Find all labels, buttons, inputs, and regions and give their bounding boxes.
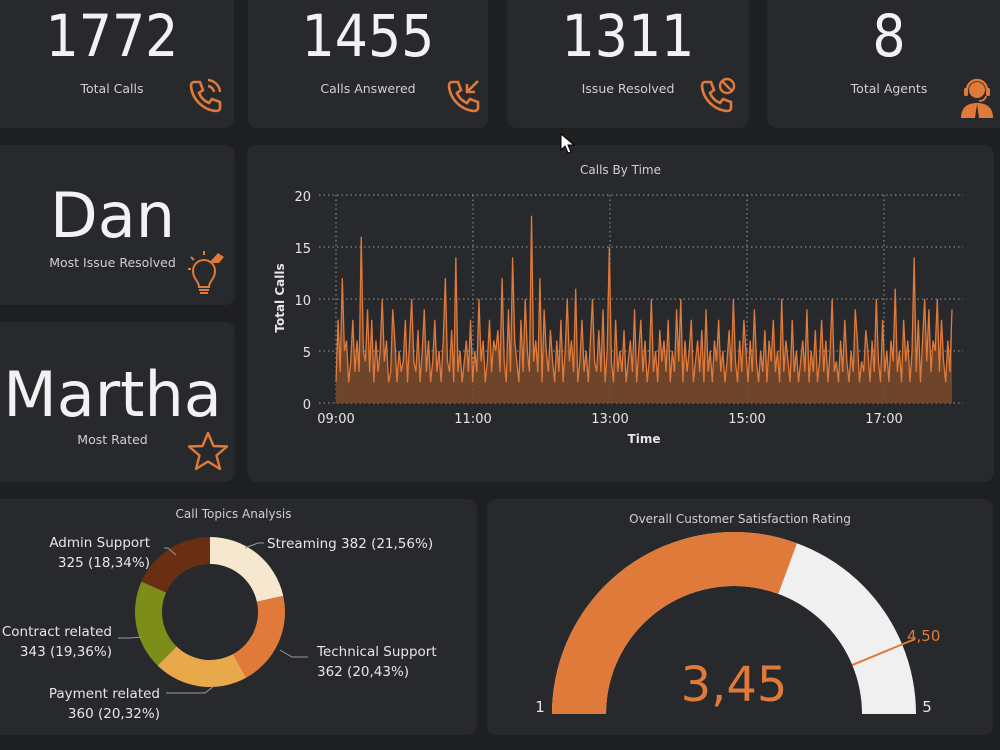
chart-title: Overall Customer Satisfaction Rating	[629, 512, 851, 526]
kpi-label: Total Agents	[850, 81, 928, 96]
donut-label-technical-support: Technical Support	[316, 644, 437, 660]
kpi-value: 1311	[561, 2, 695, 70]
top-resolver-name: Dan	[49, 179, 176, 252]
kpi-card-calls-answered[interactable]: 1455 Calls Answered	[248, 0, 488, 128]
x-axis-label: Time	[628, 432, 661, 446]
top-rated-name: Martha	[3, 358, 222, 431]
donut-slice-payment-related[interactable]	[157, 646, 247, 687]
top-rated-label: Most Rated	[77, 432, 148, 447]
gauge-value-arc	[552, 532, 797, 714]
donut-value-admin-support: 325 (18,34%)	[58, 555, 150, 571]
gauge-min-label: 1	[535, 698, 545, 716]
kpi-card-issue-resolved[interactable]: 1311 Issue Resolved	[507, 0, 749, 128]
gauge-value: 3,45	[681, 657, 788, 713]
donut-value-contract-related: 343 (19,36%)	[20, 644, 112, 660]
star-icon	[187, 431, 229, 471]
donut-value-payment-related: 360 (20,32%)	[68, 706, 160, 722]
donut-slice-admin-support[interactable]	[141, 537, 210, 593]
phone-blocked-icon	[700, 77, 736, 113]
top-resolver-label: Most Issue Resolved	[49, 255, 176, 270]
agent-headset-icon	[961, 78, 993, 118]
y-axis-label: Total Calls	[273, 263, 287, 332]
kpi-label: Calls Answered	[320, 81, 416, 96]
gauge-max-label: 5	[922, 698, 932, 716]
chart-title: Call Topics Analysis	[175, 507, 292, 521]
kpi-value: 1772	[45, 2, 179, 70]
kpi-label: Issue Resolved	[581, 81, 675, 96]
kpi-card-total-calls[interactable]: 1772 Total Calls	[0, 0, 234, 128]
x-tick-label: 09:00	[317, 412, 354, 427]
y-tick-label: 15	[294, 242, 311, 257]
gauge-target-marker	[851, 638, 916, 666]
call-topics-card[interactable]: Call Topics Analysis Streaming 382 (21,5…	[0, 499, 477, 735]
satisfaction-gauge-card[interactable]: Overall Customer Satisfaction Rating 3,4…	[487, 499, 993, 735]
x-tick-label: 15:00	[728, 412, 765, 427]
donut-slice-technical-support[interactable]	[233, 595, 285, 678]
calls-by-time-card[interactable]: Calls By Time 0 5 10 15 20 09:00 11:00 1…	[247, 145, 994, 482]
calls-line	[335, 215, 953, 383]
y-tick-label: 0	[303, 398, 311, 413]
donut-label-streaming: Streaming 382 (21,56%)	[267, 536, 433, 552]
donut-value-technical-support: 362 (20,43%)	[317, 664, 409, 680]
lightbulb-icon	[188, 251, 224, 294]
top-rated-card[interactable]: Martha Most Rated	[0, 322, 235, 482]
calls-area	[336, 215, 952, 403]
mouse-cursor-icon	[560, 133, 576, 154]
y-tick-label: 5	[303, 346, 311, 361]
donut-slice-streaming[interactable]	[210, 537, 284, 602]
calls-by-time-chart: 0 5 10 15 20 09:00 11:00 13:00 15:00 17:…	[273, 190, 963, 446]
top-resolver-card[interactable]: Dan Most Issue Resolved	[0, 145, 235, 305]
x-tick-label: 11:00	[454, 412, 491, 427]
y-tick-label: 20	[294, 190, 311, 205]
donut-label-contract-related: Contract related	[2, 624, 112, 640]
phone-incoming-icon	[447, 80, 480, 113]
kpi-label: Total Calls	[80, 81, 144, 96]
kpi-value: 8	[872, 2, 906, 70]
phone-ringing-icon	[189, 78, 222, 113]
kpi-card-total-agents[interactable]: 8 Total Agents	[767, 0, 1000, 128]
x-tick-label: 17:00	[865, 412, 902, 427]
x-tick-label: 13:00	[591, 412, 628, 427]
call-topics-donut: Streaming 382 (21,56%) Technical Support…	[2, 535, 437, 722]
donut-label-payment-related: Payment related	[49, 686, 160, 702]
gauge-target-label: 4,50	[907, 627, 940, 645]
chart-title: Calls By Time	[580, 163, 661, 177]
satisfaction-gauge: 3,45 4,50 1 5	[535, 532, 940, 716]
donut-label-admin-support: Admin Support	[49, 535, 150, 551]
y-tick-label: 10	[294, 294, 311, 309]
donut-slice-contract-related[interactable]	[135, 581, 177, 666]
kpi-value: 1455	[301, 2, 435, 70]
